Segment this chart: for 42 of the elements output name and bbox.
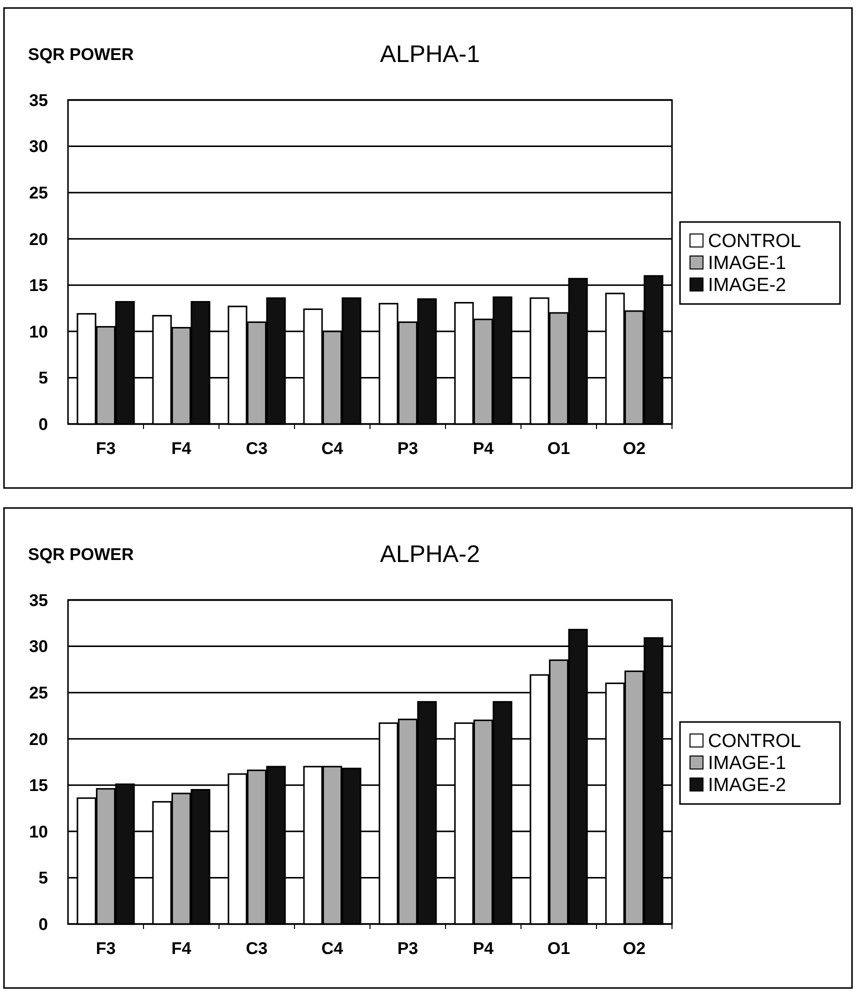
y-tick-label: 25 [29,684,48,703]
y-tick-label: 20 [29,230,48,249]
y-tick-label: 20 [29,730,48,749]
x-tick-label: O1 [547,439,570,458]
y-tick-label: 35 [29,90,48,110]
y-tick-label: 35 [29,590,48,610]
y-tick-label: 15 [29,776,48,796]
y-tick-label: 0 [38,914,48,934]
x-tick-label: F4 [171,939,192,958]
x-tick-label: O2 [622,439,646,458]
x-tick-label: C4 [321,939,344,958]
x-tick-label: C4 [321,439,344,458]
y-tick-label: 15 [29,276,48,296]
x-tick-label: P3 [397,939,418,958]
legend-label: IMAGE-1 [708,753,786,774]
y-tick-label: 10 [29,322,48,342]
legend-label: IMAGE-1 [708,253,786,274]
y-axis-title: SQR POWER [28,545,134,564]
chart-title: ALPHA-1 [380,41,480,68]
legend-label: IMAGE-2 [708,275,786,296]
y-axis-title: SQR POWER [28,45,134,64]
x-tick-label: C3 [246,439,268,458]
x-tick-label: P4 [472,939,494,958]
y-tick-label: 10 [29,822,48,842]
y-tick-label: 30 [29,637,48,656]
y-tick-label: 5 [38,868,48,888]
x-tick-label: F4 [171,439,192,458]
y-tick-label: 5 [38,368,48,388]
x-tick-label: F3 [96,939,116,958]
legend-label: CONTROL [708,231,801,252]
x-tick-label: O1 [547,939,570,958]
x-tick-label: P4 [472,439,494,458]
x-tick-label: P3 [397,439,418,458]
chart-title: ALPHA-2 [380,541,480,568]
legend-label: CONTROL [708,731,801,752]
y-tick-label: 25 [29,184,48,203]
y-tick-label: 0 [38,414,48,434]
x-tick-label: O2 [622,939,646,958]
x-tick-label: F3 [96,439,116,458]
legend-label: IMAGE-2 [708,775,786,796]
y-tick-label: 30 [29,137,48,156]
x-tick-label: C3 [246,939,268,958]
